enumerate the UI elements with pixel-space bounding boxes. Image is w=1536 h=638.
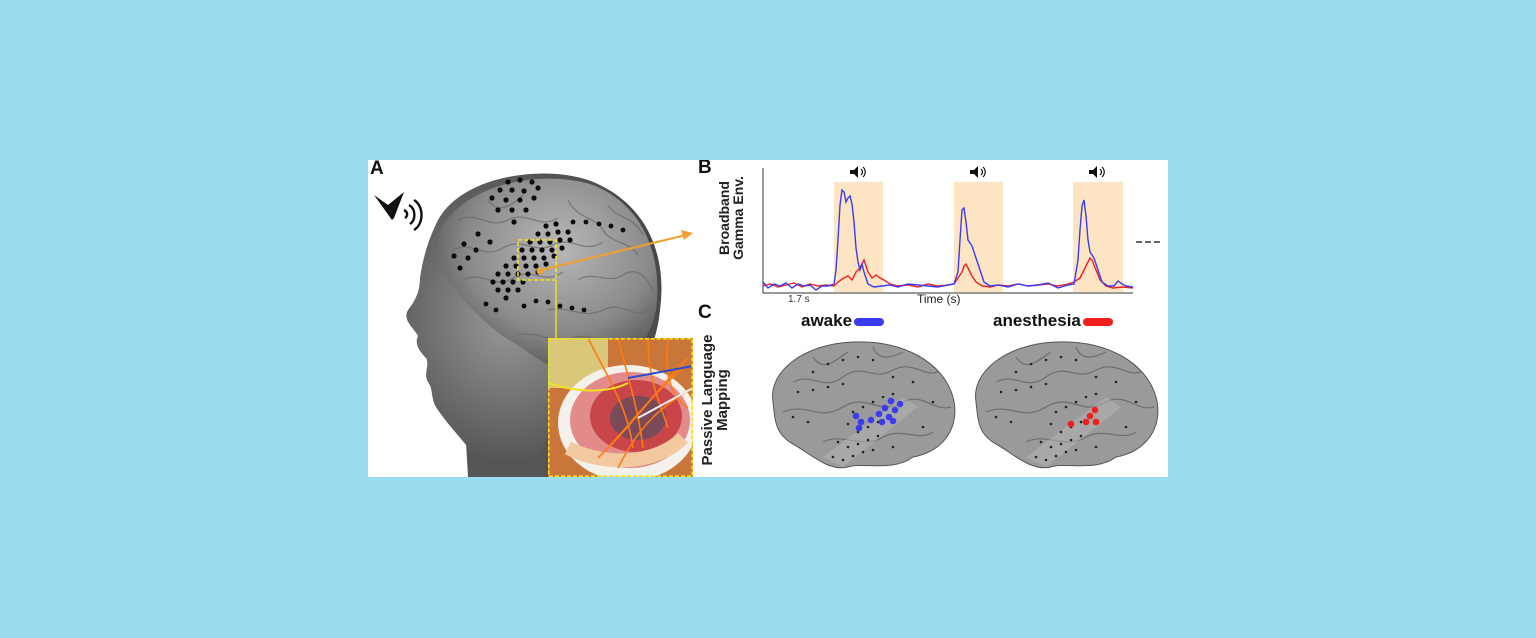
speaker-sound-icon: [1089, 166, 1105, 178]
scale-bar-label: 1.7 s: [788, 294, 810, 305]
speaker-sound-icon: [850, 166, 866, 178]
legend-awake: awake: [801, 311, 885, 331]
stimulus-window: [834, 182, 883, 292]
awake-active-electrodes: [852, 397, 904, 432]
speaker-sound-icon: [374, 192, 423, 232]
panel-b-ylabel: Broadband Gamma Env.: [716, 176, 746, 260]
gamma-envelope-chart: [762, 166, 1160, 294]
speaker-sound-icon: [970, 166, 986, 178]
figure-panel: A: [368, 160, 1168, 477]
anesthesia-active-electrodes: [1067, 406, 1100, 428]
x-axis-label: Time (s): [917, 292, 961, 306]
panel-c-ylabel: Passive Language Mapping: [699, 334, 731, 466]
head-illustration: [374, 173, 693, 477]
panel-letter-c: C: [698, 302, 712, 323]
panel-letter-a: A: [370, 160, 384, 179]
zoom-box: [517, 239, 557, 281]
brain-anesthesia: [975, 341, 1159, 469]
legend-anesthesia: anesthesia: [993, 311, 1113, 331]
stimulus-window: [954, 182, 1003, 292]
brain-awake: [772, 341, 956, 469]
awake-color-swatch: [854, 317, 885, 326]
anesthesia-color-swatch: [1082, 317, 1113, 326]
awake-trace: [762, 188, 1134, 291]
orange-arrow: [540, 234, 687, 271]
intraoperative-photo-inset: [548, 338, 693, 477]
panel-letter-b: B: [698, 160, 712, 178]
